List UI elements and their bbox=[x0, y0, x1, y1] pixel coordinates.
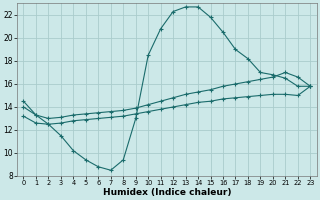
X-axis label: Humidex (Indice chaleur): Humidex (Indice chaleur) bbox=[103, 188, 231, 197]
